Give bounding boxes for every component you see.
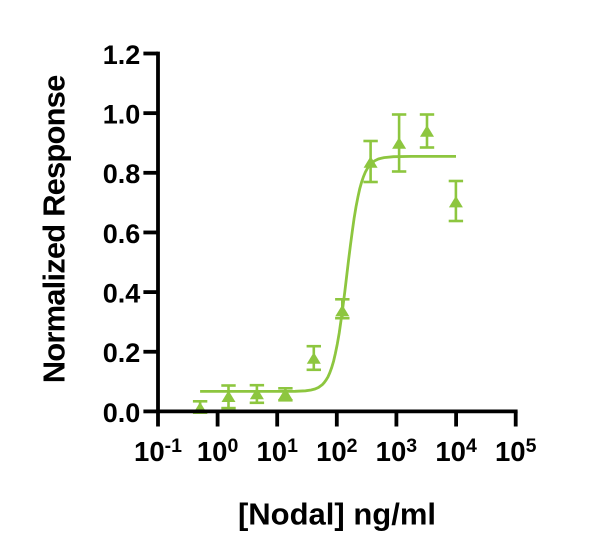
svg-text:Normalized Response: Normalized Response — [37, 75, 72, 383]
svg-text:0.2: 0.2 — [103, 338, 141, 368]
svg-text:0.8: 0.8 — [103, 159, 141, 189]
svg-text:[Nodal] ng/ml: [Nodal] ng/ml — [238, 497, 436, 532]
svg-text:1.0: 1.0 — [103, 100, 141, 130]
svg-text:0.4: 0.4 — [103, 279, 141, 309]
svg-text:1.2: 1.2 — [103, 40, 141, 70]
svg-text:104: 104 — [435, 435, 477, 467]
svg-text:0.6: 0.6 — [103, 219, 141, 249]
svg-text:0.0: 0.0 — [103, 398, 141, 428]
